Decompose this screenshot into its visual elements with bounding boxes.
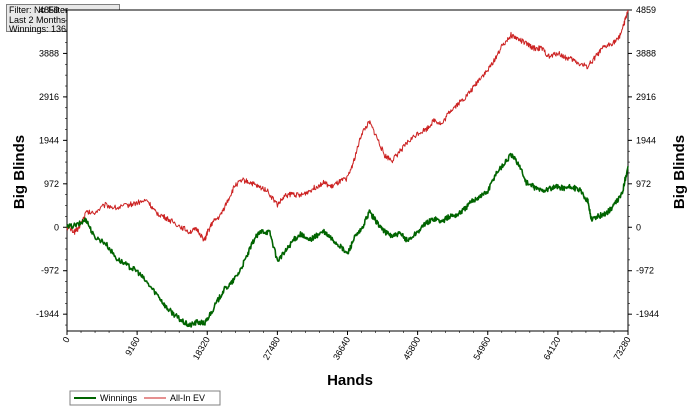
winnings-line <box>66 152 629 328</box>
filter-label: Filter: No Filter <box>9 5 69 15</box>
series <box>66 9 629 328</box>
x-tick-label: 54960 <box>471 335 492 362</box>
legend: Winnings All-In EV <box>69 390 221 406</box>
y-axis-title-left: Big Blinds <box>11 135 28 209</box>
y-tick-label-right: -1944 <box>636 309 659 319</box>
plot-frame <box>66 9 629 332</box>
y-tick-label-left: 1944 <box>39 135 59 145</box>
y-tick-label-right: 2916 <box>636 92 656 102</box>
winnings-summary: Winnings: 1364.1 Big Blinds <box>9 24 122 34</box>
x-tick-label: 64120 <box>541 335 562 362</box>
y-tick-label-right: 972 <box>636 179 651 189</box>
y-tick-label-left: -1944 <box>36 309 59 319</box>
x-tick-label: 45800 <box>401 335 422 362</box>
y-tick-label-right: 0 <box>636 222 641 232</box>
x-tick-label: 27480 <box>261 335 282 362</box>
y-tick-label-left: 972 <box>44 179 59 189</box>
x-tick-label: 18320 <box>191 335 212 362</box>
x-tick-label: 0 <box>61 335 72 344</box>
y-tick-label-right: 1944 <box>636 135 656 145</box>
x-tick-label: 36640 <box>331 335 352 362</box>
y-tick-label-right: 4859 <box>636 5 656 15</box>
x-tick-label: 9160 <box>123 335 142 357</box>
axes <box>63 9 632 335</box>
legend-label-winnings: Winnings <box>100 393 138 403</box>
y-tick-label-left: 2916 <box>39 92 59 102</box>
all-in-ev-line <box>66 9 629 242</box>
y-tick-label-right: 3888 <box>636 48 656 58</box>
x-tick-label: 73280 <box>612 335 633 362</box>
legend-label-allin-ev: All-In EV <box>170 393 205 403</box>
y-axis-title-right: Big Blinds <box>671 135 688 209</box>
period-label: Last 2 Months <box>9 14 66 25</box>
y-tick-label-right: -972 <box>636 266 654 276</box>
y-tick-label-left: 0 <box>54 222 59 232</box>
y-tick-label-left: -972 <box>41 266 59 276</box>
y-tick-label-left: 3888 <box>39 48 59 58</box>
y-tick-label-left: 4859 <box>39 5 59 15</box>
x-axis-title: Hands <box>327 372 373 389</box>
